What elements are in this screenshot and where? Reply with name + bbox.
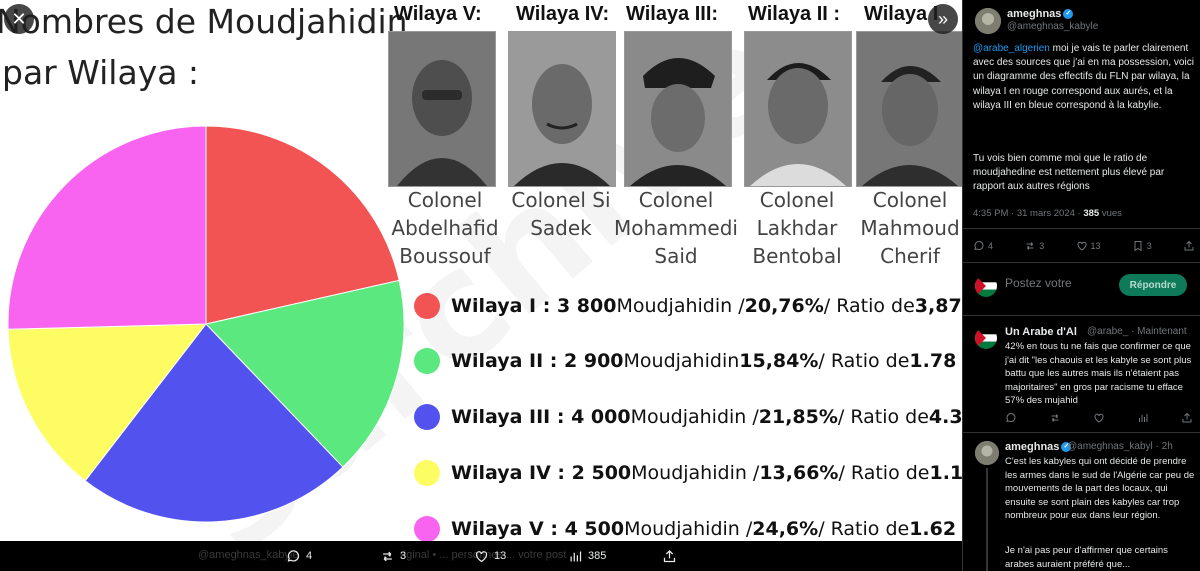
media-action-bar: @ameghnas_kabyle riginal • ... personnes… xyxy=(0,541,962,571)
repost-button[interactable]: 3 xyxy=(380,541,406,571)
portrait-photo-boussouf xyxy=(388,31,496,187)
media-image[interactable]: 3archive Nombres de Moudjahidin par Wila… xyxy=(0,0,962,541)
thread-line xyxy=(986,468,988,571)
divider xyxy=(963,432,1200,433)
like-count[interactable]: 13 xyxy=(1076,240,1101,252)
divider xyxy=(963,228,1200,229)
caption-cherif: Colonel Mahmoud Cherif xyxy=(860,188,960,268)
bar-chart-icon xyxy=(1139,414,1148,422)
reply-button[interactable]: 4 xyxy=(286,541,312,571)
like-button[interactable]: 13 xyxy=(474,541,506,571)
ghost-text: riginal • ... personnes ... votre post xyxy=(400,549,567,561)
portrait-photo-cherif xyxy=(856,31,962,187)
pie-slice-wilaya-iv xyxy=(7,323,208,482)
legend-wilaya-2: Wilaya II : 2 900 Moudjahidin 15,84% / R… xyxy=(414,341,956,381)
share-icon-button[interactable] xyxy=(1181,412,1193,424)
pie-slice-wilaya-iii xyxy=(84,323,344,523)
legend-wilaya-5: Wilaya V : 4 500 Moudjahidin / 24,6% / R… xyxy=(414,509,956,541)
verified-badge-icon: ✓ xyxy=(1061,442,1072,453)
author-name[interactable]: ameghnas ✓ xyxy=(1007,8,1074,20)
share-button[interactable] xyxy=(1183,240,1195,252)
tweet-stats: 4 3 13 3 xyxy=(973,238,1195,254)
mention-link[interactable]: @arabe_algerien xyxy=(973,43,1050,54)
close-icon[interactable]: ✕ xyxy=(4,4,34,34)
heart-icon xyxy=(1094,413,1104,423)
pie-chart xyxy=(7,125,405,523)
legend-wilaya-3: Wilaya III : 4 000 Moudjahidin / 21,85% … xyxy=(414,397,962,437)
legend-dot-wilaya-2 xyxy=(414,348,440,374)
like-icon-button[interactable] xyxy=(1093,412,1105,424)
caption-mohammedi: Colonel Mohammedi Said xyxy=(614,188,738,268)
reply-text: 42% en tous tu ne fais que confirmer ce … xyxy=(1005,341,1192,406)
heart-icon xyxy=(475,550,488,562)
legend-dot-wilaya-3 xyxy=(414,404,440,430)
wilaya-header-i: Wilaya I xyxy=(864,3,939,25)
legend-dot-wilaya-5 xyxy=(414,516,440,541)
reply-avatar[interactable] xyxy=(975,441,999,465)
repost-icon xyxy=(1051,414,1059,422)
reply-stats xyxy=(1005,410,1193,426)
user-avatar-flag[interactable] xyxy=(975,275,997,297)
wilaya-header-ii: Wilaya II : xyxy=(748,3,841,25)
share-icon xyxy=(1182,412,1192,423)
legend-wilaya-1: Wilaya I : 3 800 Moudjahidin / 20,76% / … xyxy=(414,286,962,326)
share-button[interactable] xyxy=(662,541,677,571)
legend-wilaya-4: Wilaya IV : 2 500 Moudjahidin / 13,66% /… xyxy=(414,453,962,493)
reply-icon xyxy=(287,549,300,562)
divider xyxy=(963,315,1200,316)
wilaya-header-v: Wilaya V: xyxy=(394,3,482,25)
pie-slice-wilaya-v xyxy=(7,125,207,330)
heart-icon xyxy=(1077,241,1086,251)
media-viewer: 3archive Nombres de Moudjahidin par Wila… xyxy=(0,0,962,571)
caption-boussouf: Colonel Abdelhafid Boussouf xyxy=(391,188,499,268)
poster-title-line2: par Wilaya : xyxy=(2,53,200,92)
pie-slice-wilaya-i xyxy=(205,125,400,325)
bar-chart-icon xyxy=(570,551,582,561)
legend-dot-wilaya-1 xyxy=(414,293,440,319)
wilaya-header-iv: Wilaya IV: xyxy=(516,3,610,25)
reply-icon-button[interactable] xyxy=(1005,412,1017,424)
divider xyxy=(963,262,1200,263)
poster-title-line1: Nombres de Moudjahidin xyxy=(0,2,408,41)
tweet-timestamp: 4:35 PM · 31 mars 2024 · 385 vues xyxy=(973,208,1122,219)
avatar[interactable] xyxy=(975,8,1001,34)
reply-icon xyxy=(1006,413,1016,423)
reply-text: C'est les kabyles qui ont décidé de pren… xyxy=(1005,456,1195,521)
ghost-handle: @ameghnas_kabyle xyxy=(198,549,299,561)
reply-text-2: Je n'ai pas peur d'affirmer que certains… xyxy=(1005,545,1168,570)
pie-slice-wilaya-ii xyxy=(205,279,405,468)
reply-count[interactable]: 4 xyxy=(973,240,993,252)
reply-author-handle[interactable]: @arabe_ · Maintenant xyxy=(1087,326,1187,337)
repost-icon-button[interactable] xyxy=(1049,412,1061,424)
reply-author-name[interactable]: Un Arabe d'Al xyxy=(1005,326,1077,338)
repost-count[interactable]: 3 xyxy=(1024,240,1044,252)
portrait-photo-mohammedi xyxy=(624,31,732,187)
bookmark-icon xyxy=(1134,241,1142,252)
bookmark-count[interactable]: 3 xyxy=(1132,240,1152,252)
reply-author-name[interactable]: ameghnas ✓ xyxy=(1005,441,1072,453)
verified-badge-icon: ✓ xyxy=(1063,9,1074,20)
conversation-panel: ameghnas ✓ @ameghnas_kabyle @arabe_algeri… xyxy=(962,0,1200,571)
repost-icon xyxy=(383,551,392,561)
views-icon-button[interactable] xyxy=(1137,412,1149,424)
reply-submit-button[interactable]: Répondre xyxy=(1119,274,1187,296)
caption-bentobal: Colonel Lakhdar Bentobal xyxy=(752,188,842,268)
reply-avatar-flag[interactable] xyxy=(975,327,997,349)
reply-icon xyxy=(974,241,984,251)
views-button[interactable]: 385 xyxy=(568,541,606,571)
caption-sadek: Colonel Si Sadek xyxy=(511,188,611,240)
reply-author-handle[interactable]: @ameghnas_kabyl · 2h xyxy=(1067,441,1173,452)
expand-panel-icon[interactable]: » xyxy=(928,4,958,34)
legend-dot-wilaya-4 xyxy=(414,460,440,486)
portrait-photo-sadek xyxy=(508,31,616,187)
repost-icon xyxy=(1026,242,1034,250)
tweet-text: @arabe_algerien moi je vais te parler cl… xyxy=(973,43,1194,111)
reply-input[interactable]: Postez votre xyxy=(1005,276,1072,290)
tweet-text-2: Tu vois bien comme moi que le ratio de m… xyxy=(973,153,1165,193)
share-icon xyxy=(1184,240,1194,251)
share-icon xyxy=(663,549,676,562)
author-handle[interactable]: @ameghnas_kabyle xyxy=(1007,21,1099,32)
wilaya-header-iii: Wilaya III: xyxy=(626,3,719,25)
portrait-photo-bentobal xyxy=(744,31,852,187)
